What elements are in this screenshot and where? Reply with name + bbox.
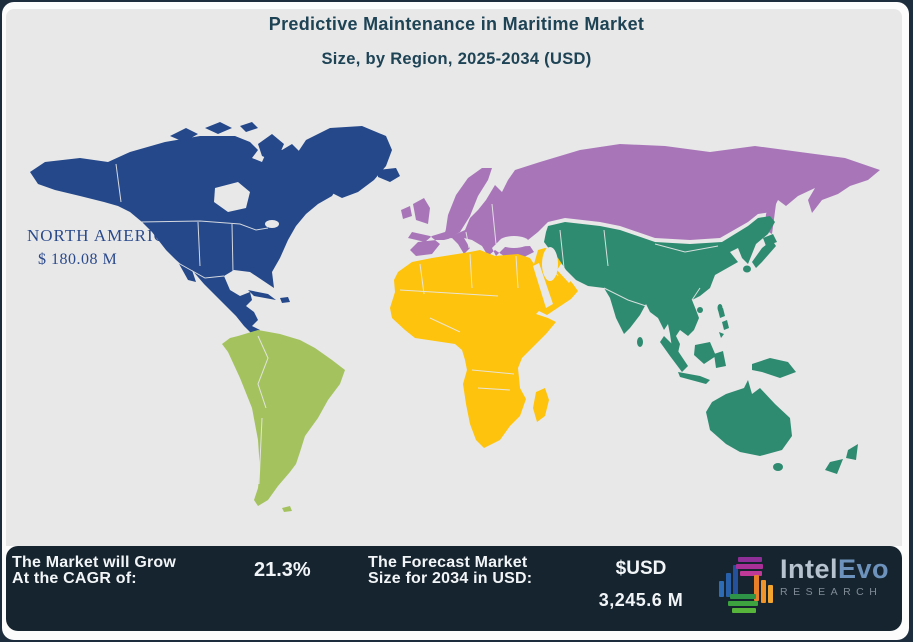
cagr-label: The Market will Grow At the CAGR of: (12, 555, 176, 587)
logo-icon-blue-bars (719, 565, 738, 597)
kyushu (743, 265, 751, 273)
forecast-label: The Forecast Market Size for 2034 in USD… (368, 555, 532, 587)
brand-evo: Evo (838, 554, 890, 584)
red-sea (533, 263, 553, 308)
persian-gulf (557, 264, 573, 283)
world-map: NORTH AMERICA $ 180.08 M (27, 122, 880, 512)
philippines (718, 308, 729, 338)
region-asia-pacific (544, 216, 858, 474)
brand-name: IntelEvo (780, 554, 889, 584)
new-guinea (752, 358, 796, 378)
scandinavia (445, 168, 492, 238)
forecast-label-line1: The Forecast Market (368, 554, 528, 571)
british-isles (401, 198, 430, 224)
forecast-value: $USD 3,245.6 M (566, 558, 716, 611)
intelevo-logo: IntelEvo RESEARCH (718, 554, 889, 614)
hudson-bay (214, 182, 250, 212)
page-subtitle: Size, by Region, 2025-2034 (USD) (321, 50, 592, 68)
page-title: Predictive Maintenance in Maritime Marke… (268, 14, 645, 34)
hainan (697, 307, 703, 313)
brand-subtext: RESEARCH (780, 586, 883, 598)
region-north-america (30, 122, 400, 334)
black-sea (499, 236, 529, 248)
region-middle-east-africa (390, 248, 578, 448)
falkland-islands (282, 506, 292, 512)
logo-icon-green-bars (728, 594, 758, 613)
forecast-label-line2: Size for 2034 in USD: (368, 570, 533, 587)
australia (706, 380, 792, 456)
tasmania (773, 463, 783, 471)
cagr-label-line2: At the CAGR of: (12, 570, 137, 587)
japan (752, 234, 777, 268)
forecast-currency: $USD (615, 558, 667, 579)
logo-icon-orange-bars (754, 575, 773, 603)
callout-region-value: $ 180.08 M (38, 251, 117, 268)
caspian-sea (542, 247, 558, 281)
callout-region-label: NORTH AMERICA (27, 226, 179, 245)
sri-lanka (637, 337, 643, 347)
gulf-st-lawrence (265, 220, 279, 228)
region-south-america (222, 330, 345, 512)
region-europe-russia (401, 144, 880, 257)
country-borders (115, 163, 719, 485)
new-zealand (825, 444, 858, 474)
stats-bar: The Market will Grow At the CAGR of: 21.… (6, 546, 902, 631)
bar-chart-pinwheel-icon (719, 557, 773, 613)
indonesia (660, 336, 726, 384)
greenland (290, 126, 392, 198)
cagr-value: 21.3% (254, 559, 311, 581)
logo-text: IntelEvo RESEARCH (780, 554, 889, 598)
madagascar (533, 388, 549, 422)
forecast-amount: 3,245.6 M (598, 590, 684, 610)
iceland (378, 168, 400, 182)
logo-icon-magenta-bars (736, 557, 763, 576)
brand-intel: Intel (780, 554, 839, 584)
cagr-label-line1: The Market will Grow (12, 554, 177, 571)
caribbean-islands (248, 290, 290, 303)
